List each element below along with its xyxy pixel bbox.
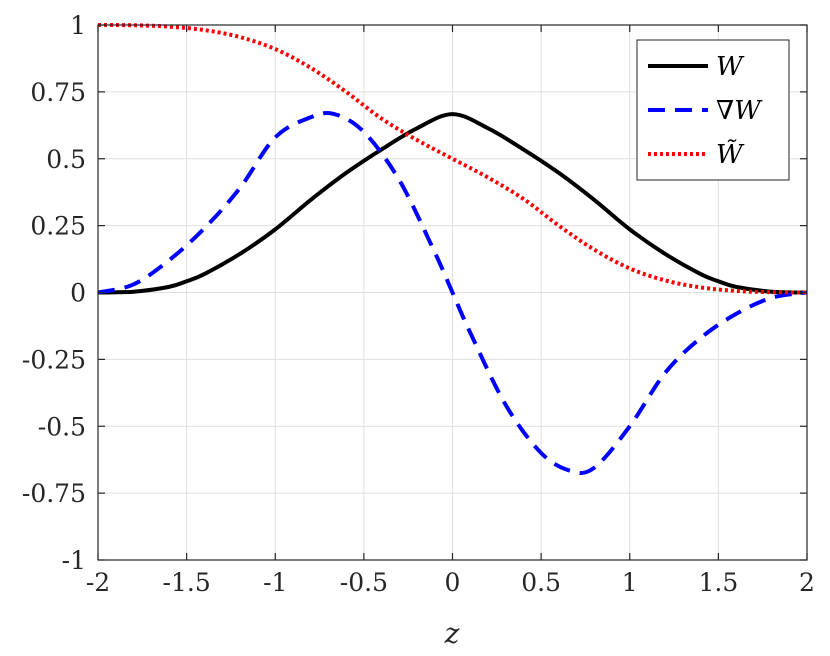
y-tick-label: 0.25	[30, 212, 86, 241]
y-tick-label: 0.5	[46, 145, 86, 174]
x-tick-label: -2	[86, 568, 110, 597]
x-tick-label: 2	[799, 568, 815, 597]
series-layer	[97, 23, 808, 476]
legend: W ∇W W̃	[636, 39, 790, 181]
y-tick-label: 1	[70, 11, 86, 40]
y-tick-label: 0.75	[30, 78, 86, 107]
y-tick-label: -0.25	[22, 345, 86, 374]
x-tick-label: 0.5	[521, 568, 561, 597]
ticks	[97, 24, 808, 561]
tick-labels: -2 -1.5 -1 -0.5 0 0.5 1 1.5 2 1 0.75 0.5 0.25 0 -0.25 -…	[22, 11, 815, 597]
x-tick-label: -1	[263, 568, 287, 597]
x-tick-label: -0.5	[340, 568, 388, 597]
y-tick-label: -0.5	[38, 412, 86, 441]
legend-label-2: W̃	[716, 139, 745, 170]
x-tick-label: 0	[445, 568, 461, 597]
x-tick-label: -1.5	[163, 568, 211, 597]
x-tick-label: 1	[622, 568, 638, 597]
series-line-0	[97, 112, 808, 295]
y-tick-label: 0	[70, 279, 86, 308]
legend-label-1: ∇W	[716, 96, 763, 126]
series-line-1	[97, 110, 808, 476]
x-axis-label: z	[444, 617, 460, 650]
y-tick-label: -0.75	[22, 479, 86, 508]
y-tick-label: -1	[62, 546, 86, 575]
x-tick-label: 1.5	[698, 568, 738, 597]
legend-label-0: W	[716, 52, 745, 82]
series-line-2	[97, 23, 808, 295]
